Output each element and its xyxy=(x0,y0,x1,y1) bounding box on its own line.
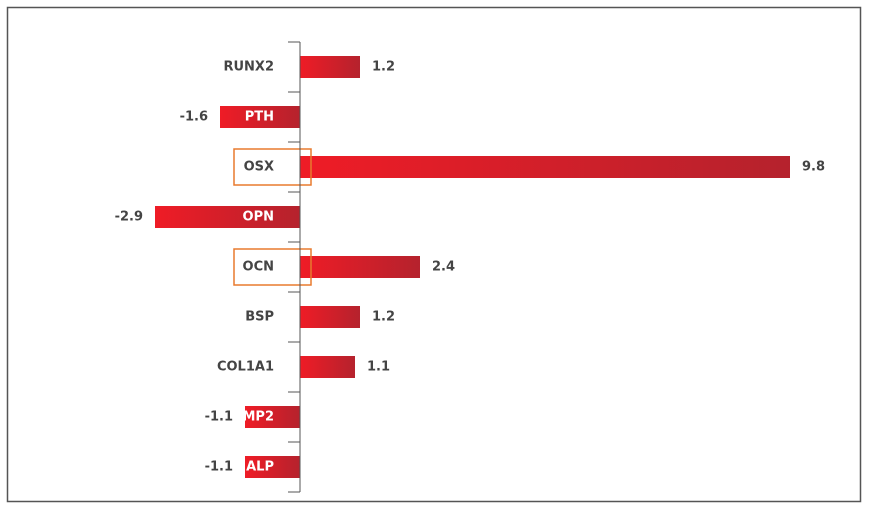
category-label: BSP xyxy=(245,310,274,325)
bar xyxy=(300,256,420,278)
category-label: COL1A1 xyxy=(217,360,274,375)
bar xyxy=(245,406,300,428)
frame xyxy=(6,6,862,503)
value-label: 1.2 xyxy=(372,310,395,325)
value-label: 1.1 xyxy=(367,360,390,375)
value-label: -2.9 xyxy=(115,210,143,225)
category-label: RUNX2 xyxy=(223,60,274,75)
value-label: 1.2 xyxy=(372,60,395,75)
bar xyxy=(300,356,355,378)
bar xyxy=(300,156,790,178)
bar xyxy=(245,456,300,478)
value-label: -1.6 xyxy=(180,110,208,125)
category-label: OSX xyxy=(244,160,274,175)
bar xyxy=(155,206,300,228)
highlight-box xyxy=(233,248,312,286)
bar xyxy=(300,306,360,328)
category-label: PTH xyxy=(245,110,274,125)
category-label: OPN xyxy=(243,210,274,225)
category-label: ALP xyxy=(246,460,274,475)
value-label: -1.1 xyxy=(205,460,233,475)
bar xyxy=(300,56,360,78)
highlight-box xyxy=(233,148,312,186)
value-label: 9.8 xyxy=(802,160,825,175)
category-label: OCN xyxy=(243,260,274,275)
value-label: 2.4 xyxy=(432,260,455,275)
bar xyxy=(220,106,300,128)
category-label: BMP2 xyxy=(233,410,274,425)
value-label: -1.1 xyxy=(205,410,233,425)
